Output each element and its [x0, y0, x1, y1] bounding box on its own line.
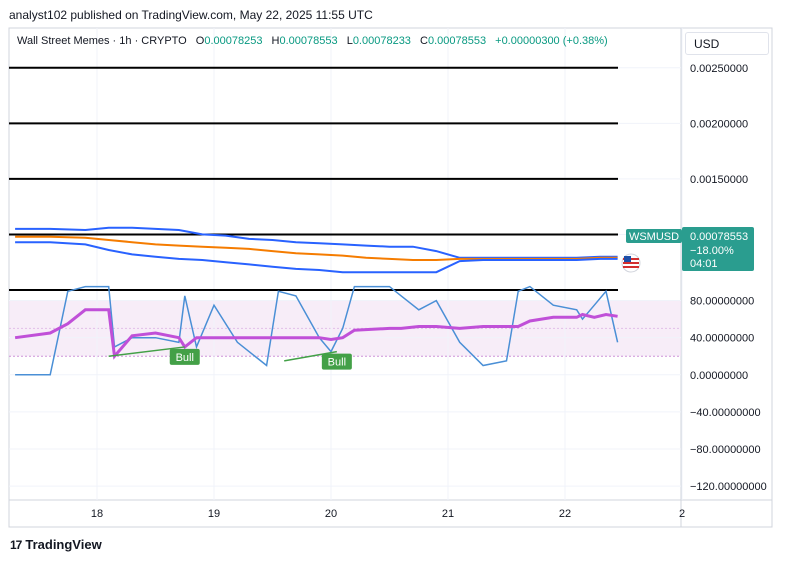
- bull-divergence-line: [284, 350, 337, 362]
- chart-frame: [8, 27, 773, 528]
- symbol-title[interactable]: Wall Street Memes · 1h · CRYPTO: [17, 35, 187, 47]
- x-tick-label: 21: [442, 508, 454, 520]
- x-tick-label: 19: [208, 508, 220, 520]
- price-tag[interactable]: WSMUSD 0.00078553 −18.00% 04:01: [621, 227, 754, 273]
- stoch-tick-label: −80.00000000: [690, 444, 761, 456]
- stoch-tick-label: 80.00000000: [690, 296, 754, 308]
- change-value: +0.00000300 (+0.38%): [495, 35, 608, 47]
- x-tick-label: 20: [325, 508, 337, 520]
- stoch-tick-label: −120.00000000: [690, 481, 767, 493]
- low-value: 0.00078233: [352, 35, 411, 47]
- stoch-tick-label: 40.00000000: [690, 333, 754, 345]
- ohlc-legend: Wall Street Memes · 1h · CRYPTO O0.00078…: [17, 35, 608, 47]
- bull-label: Bull: [328, 357, 346, 369]
- x-tick-label: 2: [679, 508, 685, 520]
- x-tick-label: 18: [91, 508, 103, 520]
- high-value: 0.00078553: [279, 35, 338, 47]
- x-tick-label: 22: [559, 508, 571, 520]
- bull-label: Bull: [176, 352, 194, 364]
- open-label: O: [195, 35, 205, 47]
- bull-label-box: [321, 353, 352, 370]
- price-tick-label: 0.00150000: [690, 174, 748, 186]
- low-label: L: [346, 35, 353, 47]
- bull-divergence-line: [108, 346, 185, 357]
- stoch-d-line: [14, 308, 618, 360]
- price-tag-change: −18.00%: [690, 245, 734, 257]
- moving-average-line: [15, 235, 618, 261]
- stoch-tick-label: 0.00000000: [690, 370, 748, 382]
- price-tag-box: [682, 227, 754, 271]
- us-flag-icon: [621, 253, 641, 273]
- open-value: 0.00078253: [204, 35, 263, 47]
- high-label: H: [271, 35, 280, 47]
- close-value: 0.00078553: [427, 35, 487, 47]
- stoch-tick-label: −40.00000000: [690, 407, 761, 419]
- price-tick-label: 0.00200000: [690, 118, 748, 130]
- price-tag-price: 0.00078553: [690, 231, 748, 243]
- tradingview-brand: TradingView: [25, 537, 102, 552]
- lower-band-line: [15, 241, 618, 274]
- price-tag-symbol-bg: [626, 229, 682, 243]
- upper-band-line: [15, 226, 618, 259]
- close-label: C: [420, 35, 428, 47]
- tradingview-logo[interactable]: 17 TradingView: [10, 537, 102, 552]
- bull-label-box: [169, 348, 200, 365]
- price-tag-countdown: 04:01: [690, 258, 718, 270]
- currency-button[interactable]: USD: [685, 32, 769, 55]
- price-tag-symbol: WSMUSD: [629, 231, 679, 243]
- price-tick-label: 0.00250000: [690, 63, 748, 75]
- publisher-line: analyst102 published on TradingView.com,…: [9, 8, 373, 22]
- tradingview-mark-icon: 17: [10, 538, 22, 552]
